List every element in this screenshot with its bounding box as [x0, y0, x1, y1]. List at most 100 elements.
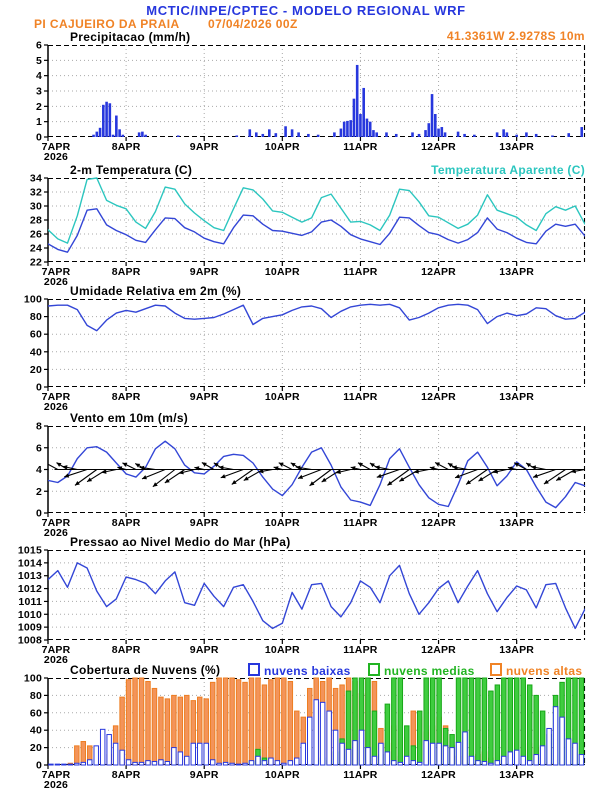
- precipitation-title: Precipitacao (mm/h): [70, 30, 191, 44]
- svg-text:20: 20: [30, 364, 42, 376]
- svg-text:2026: 2026: [44, 401, 68, 413]
- svg-text:10APR: 10APR: [265, 769, 300, 781]
- svg-text:2026: 2026: [44, 779, 68, 791]
- svg-text:11APR: 11APR: [343, 141, 377, 153]
- svg-text:2026: 2026: [44, 527, 68, 539]
- run-datetime: 07/04/2026 00Z: [208, 17, 298, 31]
- svg-text:9APR: 9APR: [190, 141, 219, 153]
- svg-text:13APR: 13APR: [499, 141, 534, 153]
- svg-text:1009: 1009: [18, 622, 42, 634]
- apparent-temperature-title: Temperatura Aparente (C): [431, 163, 585, 177]
- svg-text:10APR: 10APR: [265, 391, 300, 403]
- svg-text:10APR: 10APR: [265, 644, 300, 656]
- svg-text:11APR: 11APR: [343, 644, 377, 656]
- svg-text:8: 8: [36, 421, 42, 433]
- svg-text:7APR: 7APR: [42, 391, 71, 403]
- station-name: PI CAJUEIRO DA PRAIA: [34, 17, 180, 31]
- temperature-title: 2-m Temperatura (C): [70, 163, 193, 177]
- svg-text:7APR: 7APR: [42, 644, 71, 656]
- svg-text:7APR: 7APR: [42, 517, 71, 529]
- svg-text:10APR: 10APR: [265, 266, 300, 278]
- svg-text:11APR: 11APR: [343, 769, 377, 781]
- legend-nuvens-altas-label: nuvens altas: [506, 664, 583, 678]
- svg-text:5: 5: [36, 55, 42, 67]
- model-title: MCTIC/INPE/CPTEC - MODELO REGIONAL WRF: [146, 3, 466, 18]
- svg-text:2: 2: [36, 101, 42, 113]
- svg-text:13APR: 13APR: [499, 644, 534, 656]
- svg-text:11APR: 11APR: [343, 391, 377, 403]
- legend-nuvens-medias-label: nuvens medias: [384, 664, 475, 678]
- svg-text:0: 0: [36, 508, 42, 520]
- svg-text:1014: 1014: [18, 557, 42, 569]
- cloud-cover-title: Cobertura de Nuvens (%): [70, 663, 221, 677]
- svg-text:2026: 2026: [44, 654, 68, 666]
- svg-text:34: 34: [30, 173, 42, 185]
- svg-text:11APR: 11APR: [343, 266, 377, 278]
- svg-text:10APR: 10APR: [265, 517, 300, 529]
- svg-text:0: 0: [36, 132, 42, 144]
- humidity-chart: 0 20 40 60 80 100 7APR 8APR 9APR 10APR 11APR 12APR 1…: [24, 294, 586, 413]
- svg-text:8APR: 8APR: [112, 266, 141, 278]
- svg-text:9APR: 9APR: [190, 644, 219, 656]
- legend-nuvens-altas: nuvens altas: [490, 663, 582, 678]
- svg-text:20: 20: [30, 742, 42, 754]
- nuvens-baixas-swatch-icon: [248, 663, 260, 676]
- nuvens-altas-swatch-icon: [490, 663, 502, 676]
- svg-text:13APR: 13APR: [499, 769, 534, 781]
- svg-text:40: 40: [30, 725, 42, 737]
- svg-text:9APR: 9APR: [190, 769, 219, 781]
- svg-text:0: 0: [36, 382, 42, 394]
- svg-text:60: 60: [30, 329, 42, 341]
- svg-text:8APR: 8APR: [112, 517, 141, 529]
- svg-text:9APR: 9APR: [190, 517, 219, 529]
- svg-text:13APR: 13APR: [499, 391, 534, 403]
- svg-text:7APR: 7APR: [42, 141, 71, 153]
- svg-text:0: 0: [36, 760, 42, 772]
- svg-text:8APR: 8APR: [112, 141, 141, 153]
- svg-text:13APR: 13APR: [499, 517, 534, 529]
- svg-text:2026: 2026: [44, 276, 68, 288]
- svg-text:12APR: 12APR: [421, 769, 456, 781]
- svg-text:7APR: 7APR: [42, 769, 71, 781]
- svg-text:30: 30: [30, 201, 42, 213]
- svg-text:8APR: 8APR: [112, 644, 141, 656]
- svg-text:12APR: 12APR: [421, 391, 456, 403]
- svg-text:1011: 1011: [18, 596, 42, 608]
- svg-text:13APR: 13APR: [499, 266, 534, 278]
- svg-text:12APR: 12APR: [421, 644, 456, 656]
- svg-text:10APR: 10APR: [265, 141, 300, 153]
- legend-nuvens-baixas-label: nuvens baixas: [264, 664, 351, 678]
- svg-text:8APR: 8APR: [112, 391, 141, 403]
- clouds-chart: 0 20 40 60 80 100 7APR 8APR 9APR 10APR 11APR 12APR 1…: [24, 673, 586, 791]
- precipitation-chart: 0 1 2 3 4 5 6 7APR 8APR 9APR 10APR 11APR 12APR 13APR 2…: [36, 40, 586, 163]
- svg-text:12APR: 12APR: [421, 266, 456, 278]
- svg-text:3: 3: [36, 86, 42, 98]
- svg-text:1015: 1015: [18, 545, 42, 557]
- svg-text:7APR: 7APR: [42, 266, 71, 278]
- svg-text:12APR: 12APR: [421, 141, 456, 153]
- humidity-title: Umidade Relativa em 2m (%): [70, 284, 242, 298]
- svg-text:26: 26: [30, 229, 42, 241]
- svg-text:100: 100: [24, 673, 42, 685]
- svg-text:8APR: 8APR: [112, 769, 141, 781]
- wind-chart: 0 2 4 6 8 7APR 8APR 9APR 10APR 11APR 12APR 13APR 202…: [36, 421, 586, 539]
- svg-text:1013: 1013: [18, 570, 42, 582]
- svg-text:12APR: 12APR: [421, 517, 456, 529]
- svg-text:1: 1: [36, 116, 42, 128]
- nuvens-medias-swatch-icon: [368, 663, 380, 676]
- svg-text:4: 4: [36, 464, 42, 476]
- svg-text:9APR: 9APR: [190, 391, 219, 403]
- wind-title: Vento em 10m (m/s): [70, 411, 189, 425]
- svg-text:80: 80: [30, 690, 42, 702]
- pressure-title: Pressao ao Nivel Medio do Mar (hPa): [70, 535, 291, 549]
- svg-text:32: 32: [30, 187, 42, 199]
- svg-text:1008: 1008: [18, 635, 42, 647]
- svg-text:1010: 1010: [18, 609, 42, 621]
- svg-text:2026: 2026: [44, 151, 68, 163]
- svg-text:6: 6: [36, 40, 42, 52]
- svg-text:22: 22: [30, 257, 42, 269]
- svg-text:100: 100: [24, 294, 42, 306]
- svg-text:9APR: 9APR: [190, 266, 219, 278]
